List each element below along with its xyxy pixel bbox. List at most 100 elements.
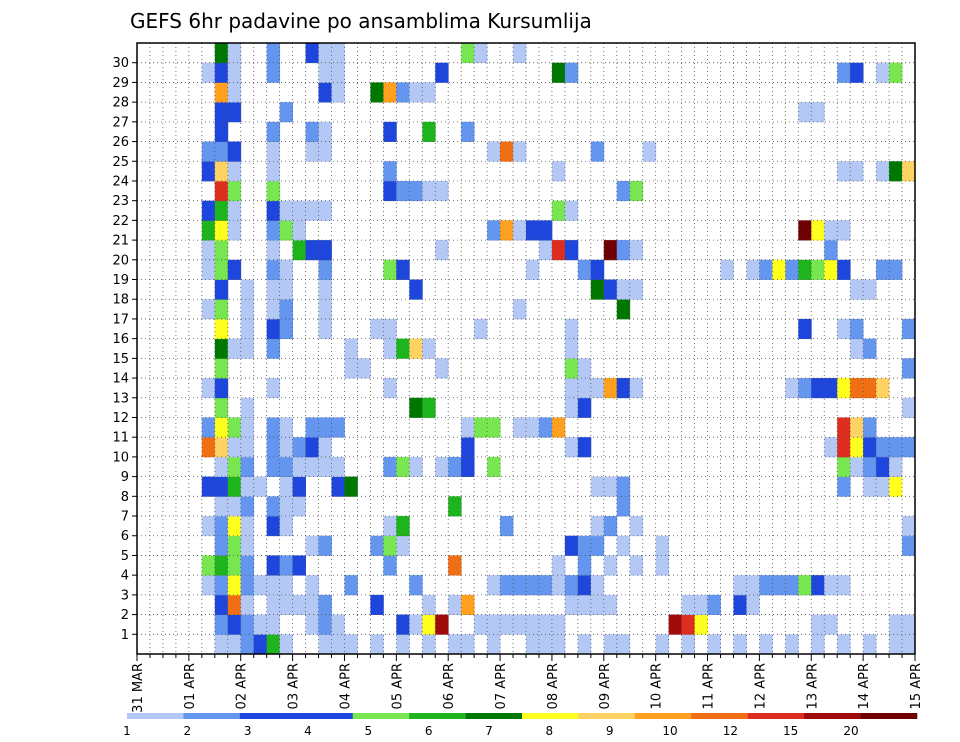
- heatmap-cell: [564, 338, 579, 359]
- heatmap-cell: [331, 634, 345, 655]
- heatmap-cell: [266, 240, 281, 261]
- heatmap-cell: [292, 555, 306, 576]
- heatmap-cell: [370, 634, 384, 655]
- heatmap-cell: [214, 121, 229, 142]
- heatmap-cell: [798, 220, 812, 241]
- heatmap-cell: [577, 535, 592, 556]
- heatmap-cell: [681, 634, 695, 655]
- heatmap-cell: [837, 62, 851, 83]
- colorbar-label: 8: [546, 724, 554, 738]
- heatmap-cell: [694, 594, 708, 615]
- heatmap-cell: [214, 180, 229, 202]
- heatmap-cell: [850, 456, 864, 478]
- heatmap-cell: [201, 259, 216, 280]
- colorbar-swatch: [747, 713, 805, 719]
- heatmap-cell: [266, 594, 281, 615]
- heatmap-cell: [538, 417, 553, 438]
- heatmap-cell: [214, 338, 229, 359]
- heatmap-cell: [435, 614, 449, 635]
- heatmap-cell: [279, 299, 293, 320]
- heatmap-cell: [772, 259, 786, 280]
- heatmap-cell: [577, 358, 592, 379]
- heatmap-cell: [772, 575, 786, 596]
- heatmap-cell: [214, 614, 229, 635]
- heatmap-cell: [227, 141, 242, 162]
- heatmap-cell: [500, 220, 514, 241]
- heatmap-cell: [785, 259, 799, 280]
- heatmap-cell: [448, 634, 462, 655]
- heatmap-cell: [214, 358, 229, 379]
- heatmap-cell: [201, 200, 216, 221]
- colorbar-swatch: [578, 713, 636, 719]
- heatmap-cells: [201, 43, 916, 655]
- heatmap-cell: [214, 220, 229, 241]
- heatmap-cell: [837, 575, 851, 596]
- heatmap-cell: [201, 417, 216, 438]
- heatmap-cell: [694, 614, 708, 635]
- heatmap-cell: [837, 437, 851, 458]
- heatmap-cell: [344, 634, 358, 655]
- heatmap-cell: [318, 240, 332, 261]
- heatmap-cell: [383, 338, 397, 359]
- heatmap-cell: [811, 614, 825, 635]
- heatmap-cell: [837, 417, 851, 438]
- heatmap-cell: [902, 358, 916, 379]
- y-tick-label: 28: [112, 96, 129, 111]
- y-tick-label: 8: [121, 490, 129, 505]
- heatmap-cell: [850, 62, 864, 83]
- heatmap-cell: [305, 535, 319, 556]
- y-tick-label: 16: [112, 332, 129, 347]
- y-axis: 1234567891011121314151617181920212223242…: [112, 56, 137, 643]
- heatmap-cell: [396, 614, 410, 635]
- heatmap-cell: [564, 437, 579, 458]
- heatmap-cell: [214, 476, 229, 497]
- heatmap-cell: [876, 62, 890, 83]
- heatmap-cell: [564, 594, 579, 615]
- heatmap-cell: [577, 437, 592, 458]
- heatmap-cell: [305, 43, 319, 64]
- heatmap-cell: [603, 476, 618, 497]
- heatmap-cell: [214, 555, 229, 576]
- heatmap-cell: [422, 614, 436, 635]
- heatmap-cell: [616, 535, 631, 556]
- heatmap-cell: [422, 180, 436, 202]
- heatmap-cell: [201, 575, 216, 596]
- x-tick-label: 31 MAR: [131, 663, 146, 713]
- heatmap-cell: [279, 417, 293, 438]
- heatmap-cell: [305, 417, 319, 438]
- heatmap-cell: [318, 456, 332, 478]
- heatmap-cell: [590, 594, 605, 615]
- heatmap-cell: [616, 240, 631, 261]
- heatmap-cell: [383, 378, 397, 399]
- heatmap-cell: [422, 338, 436, 359]
- heatmap-cell: [383, 555, 397, 576]
- heatmap-cell: [577, 378, 592, 399]
- colorbar-label: 15: [783, 724, 798, 738]
- colorbar-label: 7: [485, 724, 493, 738]
- x-tick-label: 11 APR: [702, 663, 717, 709]
- heatmap-cell: [603, 594, 618, 615]
- heatmap-cell: [526, 417, 540, 438]
- heatmap-cell: [798, 575, 812, 596]
- heatmap-cell: [746, 259, 760, 280]
- heatmap-cell: [253, 614, 268, 635]
- heatmap-cell: [863, 476, 877, 497]
- heatmap-cell: [707, 594, 721, 615]
- heatmap-cell: [811, 220, 825, 241]
- heatmap-cell: [629, 555, 644, 576]
- heatmap-cell: [240, 299, 255, 320]
- heatmap-cell: [863, 437, 877, 458]
- heatmap-cell: [292, 240, 306, 261]
- x-tick-label: 09 APR: [598, 663, 613, 709]
- x-tick-label: 12 APR: [753, 663, 768, 709]
- heatmap-cell: [876, 476, 890, 497]
- heatmap-cell: [227, 496, 242, 517]
- heatmap-cell: [889, 634, 903, 655]
- heatmap-cell: [487, 575, 501, 596]
- y-tick-label: 22: [112, 214, 129, 229]
- heatmap-cell: [564, 378, 579, 399]
- heatmap-cell: [383, 456, 397, 478]
- heatmap-cell: [266, 634, 281, 655]
- heatmap-cell: [409, 82, 423, 103]
- heatmap-cell: [318, 200, 332, 221]
